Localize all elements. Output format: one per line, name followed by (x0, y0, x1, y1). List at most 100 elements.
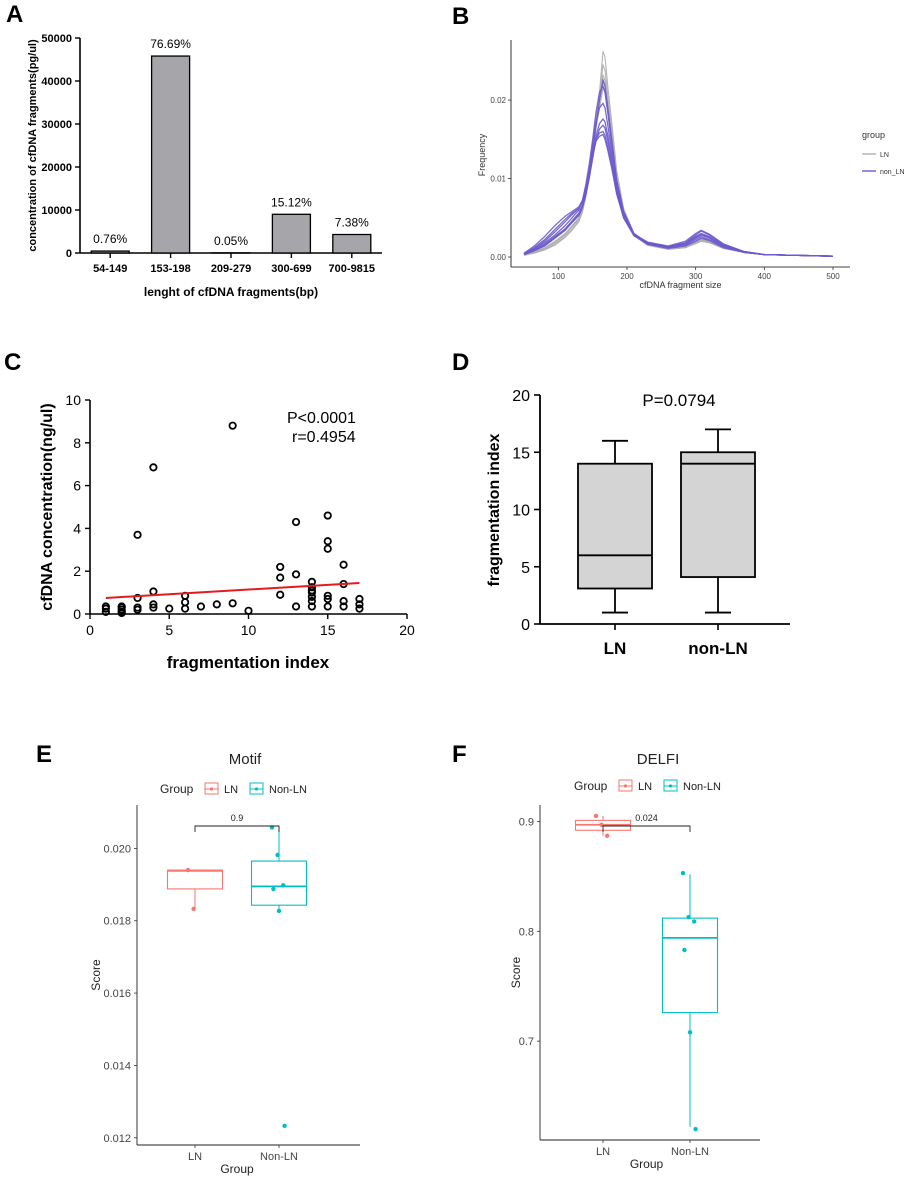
panel-label-b: B (452, 3, 469, 30)
box (166, 869, 224, 890)
chart-title: Motif (229, 751, 262, 768)
y-axis-title: fragmentation index (486, 433, 503, 586)
scatter-point (355, 600, 364, 609)
scatter-point (291, 602, 301, 611)
y-tick-label: 5 (521, 560, 530, 577)
box (577, 462, 653, 590)
series-line (523, 82, 834, 257)
y-tick-label: 0.014 (103, 1060, 131, 1072)
y-tick-label: 10 (512, 503, 530, 520)
scatter-point (307, 586, 316, 595)
y-tick-label: 15 (512, 445, 530, 462)
scatter-point (149, 603, 158, 612)
scatter-point (133, 593, 142, 603)
data-point (693, 1126, 698, 1132)
scatter-point (339, 597, 348, 606)
data-label: 0.76% (93, 232, 127, 246)
scatter-point (101, 607, 110, 616)
x-tick-label: 153-198 (150, 263, 190, 275)
y-tick-label: 4 (73, 520, 81, 536)
panel-label-e: E (36, 741, 52, 768)
significance-bracket (602, 825, 691, 832)
scatter-point (307, 597, 316, 606)
data-point (680, 870, 686, 876)
x-axis-title: lenght of cfDNA fragments(bp) (144, 285, 318, 299)
series-line (523, 118, 834, 257)
y-tick-label: 40000 (41, 76, 72, 88)
y-tick-label: 2 (73, 563, 81, 579)
y-tick-label: 30000 (41, 119, 72, 131)
legend-swatch-point (254, 787, 259, 791)
scatter-point (212, 600, 221, 609)
y-axis-title: Score (509, 957, 523, 989)
scatter-point (307, 602, 316, 611)
x-tick-label: 400 (758, 272, 772, 281)
x-axis-title: fragmentation index (167, 653, 330, 672)
y-axis-title: Score (89, 959, 103, 991)
scatter-point (339, 602, 348, 611)
data-point (692, 919, 697, 924)
scatter-point (339, 560, 348, 569)
x-tick-label: non-LN (688, 639, 747, 658)
scatter-point (149, 463, 158, 472)
y-tick-label: 0.020 (103, 843, 131, 855)
x-tick-label: 0 (86, 622, 94, 638)
y-tick-label: 0.02 (490, 96, 506, 105)
x-tick-label: 54-149 (93, 263, 127, 275)
x-tick-label: 500 (826, 272, 840, 281)
bar (90, 250, 130, 254)
series-line (523, 85, 834, 257)
box (250, 860, 308, 906)
series-line (523, 102, 834, 257)
scatter-point (181, 598, 190, 607)
y-tick-label: 0.018 (103, 916, 131, 928)
y-tick-label: 0.9 (519, 816, 534, 828)
x-axis-title: Group (220, 1162, 254, 1176)
scatter-point (276, 590, 285, 599)
y-axis-title: Frequency (477, 133, 487, 176)
legend-label: Non-LN (269, 784, 307, 796)
panel-label-c: C (4, 349, 21, 376)
legend-label: LN (638, 781, 652, 793)
series-line (523, 124, 834, 257)
scatter-point (323, 511, 332, 520)
data-label: 7.38% (335, 216, 369, 230)
scatter-point (244, 606, 253, 615)
x-tick-label: 300 (689, 272, 703, 281)
scatter-point (276, 573, 285, 582)
box (661, 917, 719, 1014)
significance-bracket (194, 825, 280, 832)
legend-swatch-point (209, 787, 214, 791)
legend-label: LN (224, 784, 238, 796)
data-point (687, 1030, 693, 1035)
legend-title: group (862, 130, 885, 140)
y-tick-label: 0.012 (103, 1133, 131, 1145)
scatter-point (228, 421, 237, 430)
x-tick-label: 300-699 (271, 263, 311, 275)
panel-label-f: F (452, 741, 467, 768)
y-tick-label: 0.00 (490, 253, 506, 262)
x-tick-label: 5 (165, 622, 173, 638)
y-tick-label: 0.01 (490, 175, 506, 184)
y-tick-label: 8 (73, 435, 81, 451)
data-point (605, 833, 610, 838)
scatter-point (133, 603, 142, 612)
scatter-point (181, 604, 190, 613)
panel-e-box-chart: 0.012 0.014 0.016 0.018 0.020 LN Non-LN 0.9 Moti… (89, 751, 360, 1176)
legend-title: Group (574, 779, 608, 793)
data-point (191, 906, 196, 912)
data-point (275, 852, 280, 858)
regression-line (105, 581, 360, 599)
bar (150, 55, 191, 254)
x-tick-label: LN (604, 639, 627, 658)
legend-swatch-point (623, 784, 628, 788)
y-tick-label: 10 (65, 392, 81, 408)
scatter-point (355, 594, 364, 604)
data-point (271, 886, 276, 892)
y-tick-label: 20 (512, 388, 530, 405)
data-point (185, 867, 191, 873)
panel-f-box-chart: 0.7 0.8 0.9 LN Non-LN 0.024 DELFI Group Score Gro… (509, 751, 760, 1171)
bar (332, 233, 372, 254)
panel-c-scatter-chart: 0 2 4 6 8 10 0 5 10 15 20 P<0.0001 r=0.4954 fragmenta… (39, 392, 415, 672)
